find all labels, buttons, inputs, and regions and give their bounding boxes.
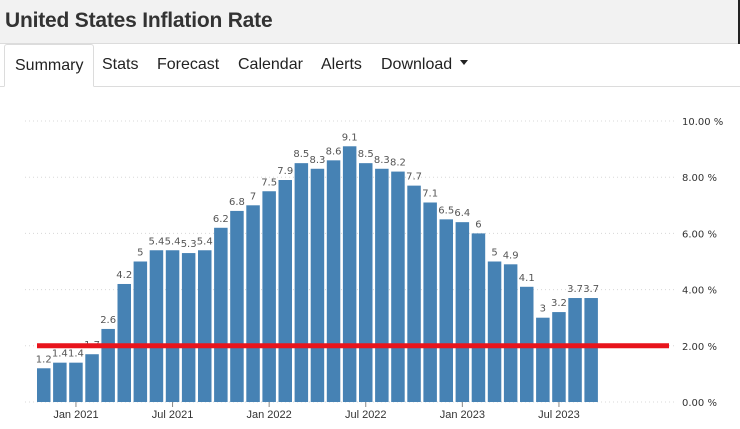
data-label: 1.4 <box>52 349 68 360</box>
data-label: 5 <box>137 248 143 259</box>
data-label: 6.2 <box>213 214 229 225</box>
bar <box>568 298 582 402</box>
bar <box>310 168 325 402</box>
data-label: 7 <box>250 191 256 202</box>
data-label: 8.3 <box>374 155 390 166</box>
data-label: 8.3 <box>309 155 325 166</box>
bar <box>37 368 51 402</box>
bar <box>487 261 502 402</box>
bar <box>391 171 405 402</box>
data-label: 7.9 <box>277 166 293 177</box>
data-label: 6.5 <box>438 205 454 216</box>
bar <box>407 185 421 402</box>
data-label: 5.4 <box>165 236 181 247</box>
bar <box>85 354 99 402</box>
tab-download[interactable]: Download <box>371 44 478 86</box>
inflation-bar-chart: 1.21.41.41.72.64.255.45.45.35.46.26.877.… <box>25 117 723 421</box>
data-label: 4.2 <box>116 270 132 281</box>
data-label: 9.1 <box>342 132 358 143</box>
data-label: 8.5 <box>358 149 374 160</box>
title-bar: United States Inflation Rate <box>0 0 740 44</box>
data-label: 3.2 <box>551 298 567 309</box>
data-label: 2.6 <box>100 315 116 326</box>
tab-bar: Summary Stats Forecast Calendar Alerts D… <box>0 44 740 87</box>
data-label: 5.4 <box>197 236 213 247</box>
bar <box>503 264 518 402</box>
bar <box>536 317 550 402</box>
page-title: United States Inflation Rate <box>5 9 273 32</box>
x-tick-label: Jan 2022 <box>247 409 292 421</box>
bar <box>165 250 180 402</box>
bar <box>552 312 566 402</box>
data-label: 3.7 <box>583 284 599 295</box>
data-label: 5 <box>491 248 497 259</box>
x-tick-label: Jul 2022 <box>345 409 387 421</box>
bar <box>198 250 212 402</box>
tab-calendar[interactable]: Calendar <box>238 56 303 73</box>
bar <box>439 219 453 402</box>
bar <box>101 328 115 402</box>
data-label: 8.6 <box>326 146 342 157</box>
bar <box>326 160 341 402</box>
bar <box>423 202 437 402</box>
y-tick-label: 2.00 % <box>682 342 717 353</box>
bar <box>375 168 389 402</box>
y-tick-label: 10.00 % <box>682 117 723 128</box>
x-tick-label: Jan 2021 <box>53 409 98 421</box>
data-label: 6 <box>475 219 481 230</box>
x-tick-label: Jan 2023 <box>440 409 485 421</box>
data-label: 6.4 <box>454 208 470 219</box>
bar <box>230 210 244 402</box>
tab-summary[interactable]: Summary <box>4 44 95 87</box>
tab-forecast[interactable]: Forecast <box>157 56 220 73</box>
bar <box>471 233 486 402</box>
data-label: 7.7 <box>406 172 422 183</box>
data-label: 3 <box>540 304 546 315</box>
data-label: 5.3 <box>181 239 197 250</box>
y-tick-label: 6.00 % <box>682 229 717 240</box>
bar <box>69 362 83 402</box>
data-label: 7.1 <box>422 188 438 199</box>
data-label: 7.5 <box>261 177 277 188</box>
window-edge <box>738 0 740 44</box>
tab-alerts[interactable]: Alerts <box>321 56 362 73</box>
data-label: 4.9 <box>503 250 519 261</box>
y-tick-label: 4.00 % <box>682 286 717 297</box>
bar <box>359 163 373 402</box>
bar <box>262 191 276 402</box>
data-label: 1.2 <box>36 354 52 365</box>
data-label: 5.4 <box>148 236 164 247</box>
tab-stats[interactable]: Stats <box>102 56 139 73</box>
data-label: 4.1 <box>519 273 535 284</box>
data-label: 8.5 <box>293 149 309 160</box>
tab-download-label: Download <box>381 56 453 73</box>
x-tick-label: Jul 2023 <box>538 409 580 421</box>
bar <box>246 205 260 402</box>
data-label: 6.8 <box>229 197 245 208</box>
bar <box>294 163 309 402</box>
y-tick-label: 0.00 % <box>682 398 717 409</box>
bar <box>149 250 164 402</box>
data-label: 3.7 <box>567 284 583 295</box>
x-tick-label: Jul 2021 <box>152 409 194 421</box>
data-label: 8.2 <box>390 158 406 169</box>
caret-down-icon <box>460 60 469 66</box>
bar <box>181 253 196 402</box>
bar <box>342 146 357 402</box>
bar <box>117 283 131 402</box>
y-tick-label: 8.00 % <box>682 173 717 184</box>
bar <box>584 298 598 402</box>
bar <box>455 222 470 402</box>
bar <box>53 362 67 402</box>
bar <box>278 180 292 402</box>
bar <box>133 261 148 402</box>
data-label: 1.4 <box>68 349 84 360</box>
bar <box>214 227 228 402</box>
